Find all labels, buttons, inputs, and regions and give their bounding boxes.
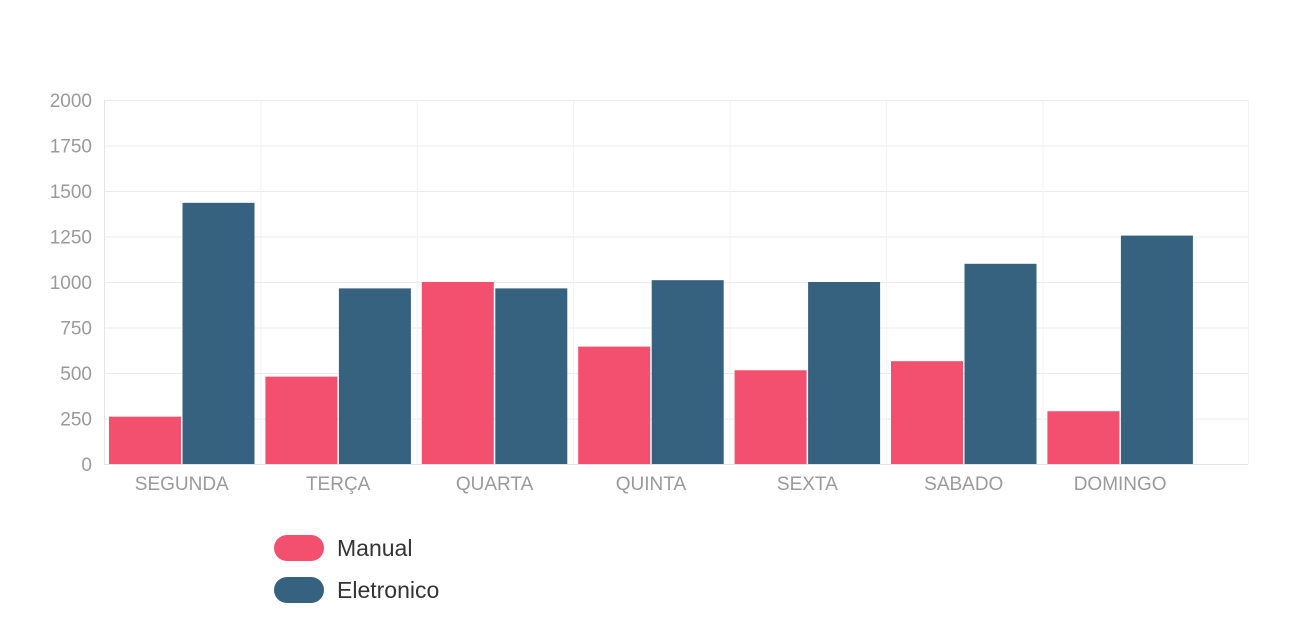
x-tick-label: TERÇA (306, 474, 371, 495)
bar-manual-segunda[interactable]: Manual: 260 (109, 416, 181, 464)
y-tick-label: 750 (60, 319, 92, 340)
bar-manual-quarta[interactable]: Manual: 1000 (421, 282, 494, 464)
legend-swatch (274, 535, 324, 561)
bar-eletronico-quarta[interactable]: Eletronico: 965 (495, 288, 568, 464)
y-tick-label: 500 (60, 364, 92, 385)
bar-eletronico-terça[interactable]: Eletronico: 965 (338, 288, 411, 464)
bar-eletronico-sexta[interactable]: Eletronico: 1000 (808, 282, 881, 464)
bar-eletronico-sabado[interactable]: Eletronico: 1100 (964, 263, 1037, 464)
x-tick-label: QUARTA (456, 474, 534, 495)
y-tick-label: 2000 (50, 91, 92, 112)
y-tick-label: 250 (60, 410, 92, 431)
x-tick-label: SEXTA (777, 474, 838, 495)
y-tick-label: 0 (81, 455, 92, 476)
y-tick-label: 1500 (50, 182, 92, 203)
bar-manual-domingo[interactable]: Manual: 290 (1047, 411, 1120, 464)
bar-manual-terça[interactable]: Manual: 480 (265, 376, 338, 464)
legend-label: Manual (337, 535, 412, 561)
bar-manual-sabado[interactable]: Manual: 565 (891, 361, 963, 464)
bar-eletronico-quinta[interactable]: Eletronico: 1010 (651, 280, 724, 464)
bars: Manual: 260Eletronico: 1435Manual: 480El… (109, 202, 1193, 464)
x-axis-tick-labels: SEGUNDA TERÇA QUARTA QUINTA SEXTA SABADO DOMIN… (135, 474, 1167, 495)
x-tick-label: SEGUNDA (135, 474, 229, 495)
y-tick-label: 1250 (50, 228, 92, 249)
x-tick-label: SABADO (924, 474, 1003, 495)
bar-manual-quinta[interactable]: Manual: 645 (578, 346, 651, 464)
y-axis-tick-labels: 0 250 500 750 1000 1250 1500 1750 2000 (50, 91, 92, 476)
bar-eletronico-segunda[interactable]: Eletronico: 1435 (182, 202, 255, 464)
axes (104, 100, 1248, 465)
legend-item-manual[interactable]: Manual (274, 535, 412, 561)
x-tick-label: DOMINGO (1074, 474, 1167, 495)
legend-item-eletronico[interactable]: Eletronico (274, 577, 439, 603)
y-tick-label: 1750 (50, 137, 92, 158)
bar-manual-sexta[interactable]: Manual: 515 (734, 370, 807, 464)
legend-swatch (274, 577, 324, 603)
legend-label: Eletronico (337, 577, 439, 603)
legend: Manual Eletronico (274, 535, 439, 603)
y-tick-label: 1000 (50, 273, 92, 294)
x-tick-label: QUINTA (616, 474, 687, 495)
bar-eletronico-domingo[interactable]: Eletronico: 1255 (1120, 235, 1193, 464)
